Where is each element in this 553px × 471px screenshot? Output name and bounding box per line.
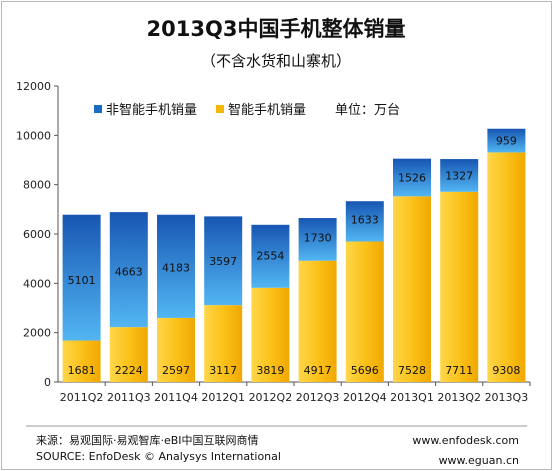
y-tick-label: 10000 <box>16 129 51 142</box>
x-tick-label: 2011Q4 <box>154 391 198 404</box>
y-tick-label: 0 <box>44 376 51 389</box>
data-label-smartphone: 2597 <box>162 364 190 377</box>
bar-non-smartphone <box>487 128 526 153</box>
bar-smartphone <box>487 152 526 382</box>
legend-swatch-smartphone <box>216 105 224 113</box>
x-tick-label: 2012Q1 <box>201 391 245 404</box>
data-label-non-smartphone: 3597 <box>209 255 237 268</box>
bars <box>62 128 526 382</box>
bar-smartphone <box>157 317 195 382</box>
data-label-non-smartphone: 959 <box>496 135 517 148</box>
data-label-smartphone: 5696 <box>351 364 379 377</box>
y-ticks: 0 2000 4000 6000 8000 10000 12000 <box>16 80 58 389</box>
source-cn: 来源：易观国际·易观智库·eBI中国互联网商情 <box>36 433 259 447</box>
source-en: SOURCE: EnfoDesk © Analysys Internationa… <box>36 450 281 463</box>
data-label-smartphone: 3819 <box>256 364 284 377</box>
bar-non-smartphone <box>345 201 384 242</box>
legend-label-non-smartphone: 非智能手机销量 <box>106 103 197 118</box>
y-tick-label: 8000 <box>23 179 51 192</box>
site-enfodesk: www.enfodesk.com <box>412 434 519 447</box>
data-label-smartphone: 3117 <box>209 364 237 377</box>
bar-smartphone <box>251 287 290 382</box>
x-tick-label: 2011Q2 <box>60 391 104 404</box>
bar-non-smartphone <box>157 214 195 318</box>
bar-smartphone <box>109 327 148 382</box>
y-tick-label: 2000 <box>23 327 51 340</box>
data-label-non-smartphone: 1327 <box>445 169 473 182</box>
y-tick-label: 4000 <box>23 277 51 290</box>
bar-smartphone <box>393 196 431 382</box>
y-tick-label: 6000 <box>23 228 51 241</box>
data-label-non-smartphone: 4663 <box>115 265 143 278</box>
x-tick-label: 2012Q4 <box>343 391 387 404</box>
bar-smartphone <box>62 340 101 382</box>
bar-smartphone <box>298 260 337 382</box>
x-tick-label: 2012Q2 <box>249 391 293 404</box>
bar-non-smartphone <box>251 224 290 288</box>
bar-non-smartphone <box>62 214 101 341</box>
x-tick-label: 2011Q3 <box>107 391 151 404</box>
x-tick-label: 2013Q1 <box>390 391 434 404</box>
legend-swatch-non-smartphone <box>94 105 102 113</box>
chart-title: 2013Q3中国手机整体销量 <box>147 17 406 41</box>
x-tick-label: 2013Q2 <box>437 391 481 404</box>
data-label-non-smartphone: 2554 <box>256 249 284 262</box>
data-label-smartphone: 4917 <box>304 364 332 377</box>
data-label-non-smartphone: 1730 <box>304 232 332 245</box>
data-label-smartphone: 1681 <box>68 364 96 377</box>
data-label-smartphone: 9308 <box>492 364 520 377</box>
data-label-smartphone: 7711 <box>445 364 473 377</box>
data-label-non-smartphone: 1633 <box>351 213 379 226</box>
site-eguan: www.eguan.cn <box>439 454 519 467</box>
data-label-smartphone: 7528 <box>398 364 426 377</box>
unit-label: 单位：万台 <box>335 103 400 118</box>
bar-non-smartphone <box>440 159 479 192</box>
bar-smartphone <box>345 241 384 382</box>
bar-non-smartphone <box>298 218 337 261</box>
bar-non-smartphone <box>109 212 148 328</box>
legend-label-smartphone: 智能手机销量 <box>228 103 306 118</box>
data-label-smartphone: 2224 <box>115 364 143 377</box>
x-tick-label: 2013Q3 <box>485 391 529 404</box>
data-label-non-smartphone: 1526 <box>398 171 426 184</box>
x-tick-label: 2012Q3 <box>296 391 340 404</box>
value-labels: 1681 5101 2224 4663 2597 4183 3117 3597 3819 2554… <box>68 135 521 377</box>
bar-smartphone <box>204 305 243 382</box>
data-label-non-smartphone: 5101 <box>68 274 96 287</box>
bar-non-smartphone <box>393 158 431 197</box>
y-tick-label: 12000 <box>16 80 51 93</box>
chart-subtitle: （不含水货和山寨机） <box>201 52 351 70</box>
data-label-non-smartphone: 4183 <box>162 262 190 275</box>
legend: 非智能手机销量 智能手机销量 单位：万台 <box>94 103 400 118</box>
bar-non-smartphone <box>204 216 243 306</box>
bar-smartphone <box>440 191 479 382</box>
x-ticks: 2011Q2 2011Q3 2011Q4 2012Q1 2012Q2 2012Q3 2012… <box>60 382 531 404</box>
